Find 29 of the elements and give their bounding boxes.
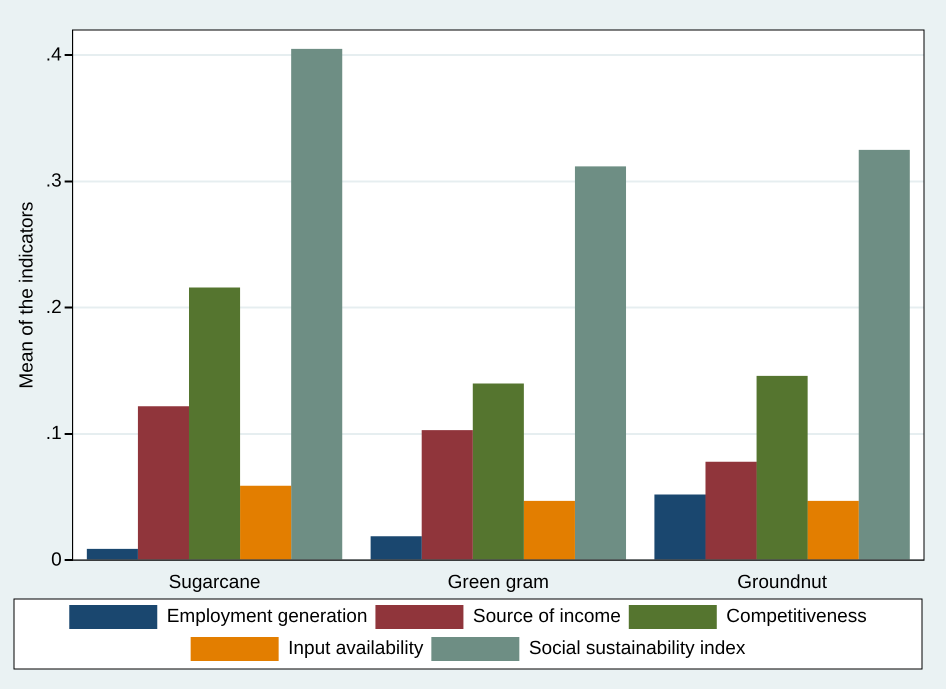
bar	[370, 536, 422, 560]
bar	[524, 500, 575, 560]
bar	[240, 486, 292, 560]
legend-label: Social sustainability index	[528, 638, 746, 660]
bar	[422, 430, 473, 560]
bar	[472, 383, 524, 560]
y-axis-title: Mean of the indicators	[16, 202, 38, 389]
legend-label: Input availability	[288, 638, 424, 660]
y-tick-label: .3	[46, 170, 62, 192]
y-tick-label: 0	[51, 549, 62, 570]
y-tick-label: .4	[46, 44, 62, 66]
bar	[808, 500, 859, 560]
bar	[756, 376, 808, 560]
bar	[86, 548, 138, 560]
legend-label: Source of income	[472, 606, 621, 628]
bar	[654, 494, 706, 560]
legend-label: Employment generation	[166, 606, 368, 628]
y-tick-label: .1	[46, 423, 62, 444]
x-tick-label: Sugarcane	[168, 572, 260, 593]
legend-label: Competitiveness	[726, 606, 867, 628]
x-tick-label: Green gram	[448, 572, 550, 593]
bar	[574, 166, 626, 560]
bar	[291, 48, 342, 560]
bar	[138, 406, 189, 560]
bar	[189, 288, 240, 560]
bar	[705, 462, 757, 560]
x-tick-label: Groundnut	[737, 572, 828, 593]
y-tick-label: .2	[46, 296, 62, 318]
bar	[858, 150, 910, 560]
